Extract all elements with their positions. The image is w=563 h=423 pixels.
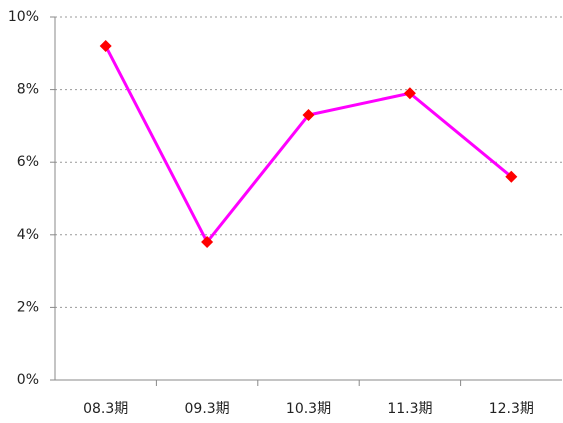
y-tick-label: 10% (8, 9, 39, 25)
marker (403, 87, 416, 100)
line (104, 45, 513, 245)
y-tick-label: 4% (17, 227, 39, 243)
x-tick-label: 11.3期 (387, 401, 432, 417)
marker (99, 40, 112, 53)
y-tick-label: 2% (17, 299, 39, 315)
x-tick-label: 08.3期 (83, 401, 128, 417)
x-tick-label: 12.3期 (489, 401, 534, 417)
y-tick-label: 8% (17, 82, 39, 98)
x-tick-label: 09.3期 (185, 401, 230, 417)
marker (505, 170, 518, 183)
marker (201, 236, 214, 249)
x-tick-label: 10.3期 (286, 401, 331, 417)
marker (302, 109, 315, 122)
y-tick-label: 6% (17, 154, 39, 170)
y-tick-label: 0% (17, 372, 39, 388)
